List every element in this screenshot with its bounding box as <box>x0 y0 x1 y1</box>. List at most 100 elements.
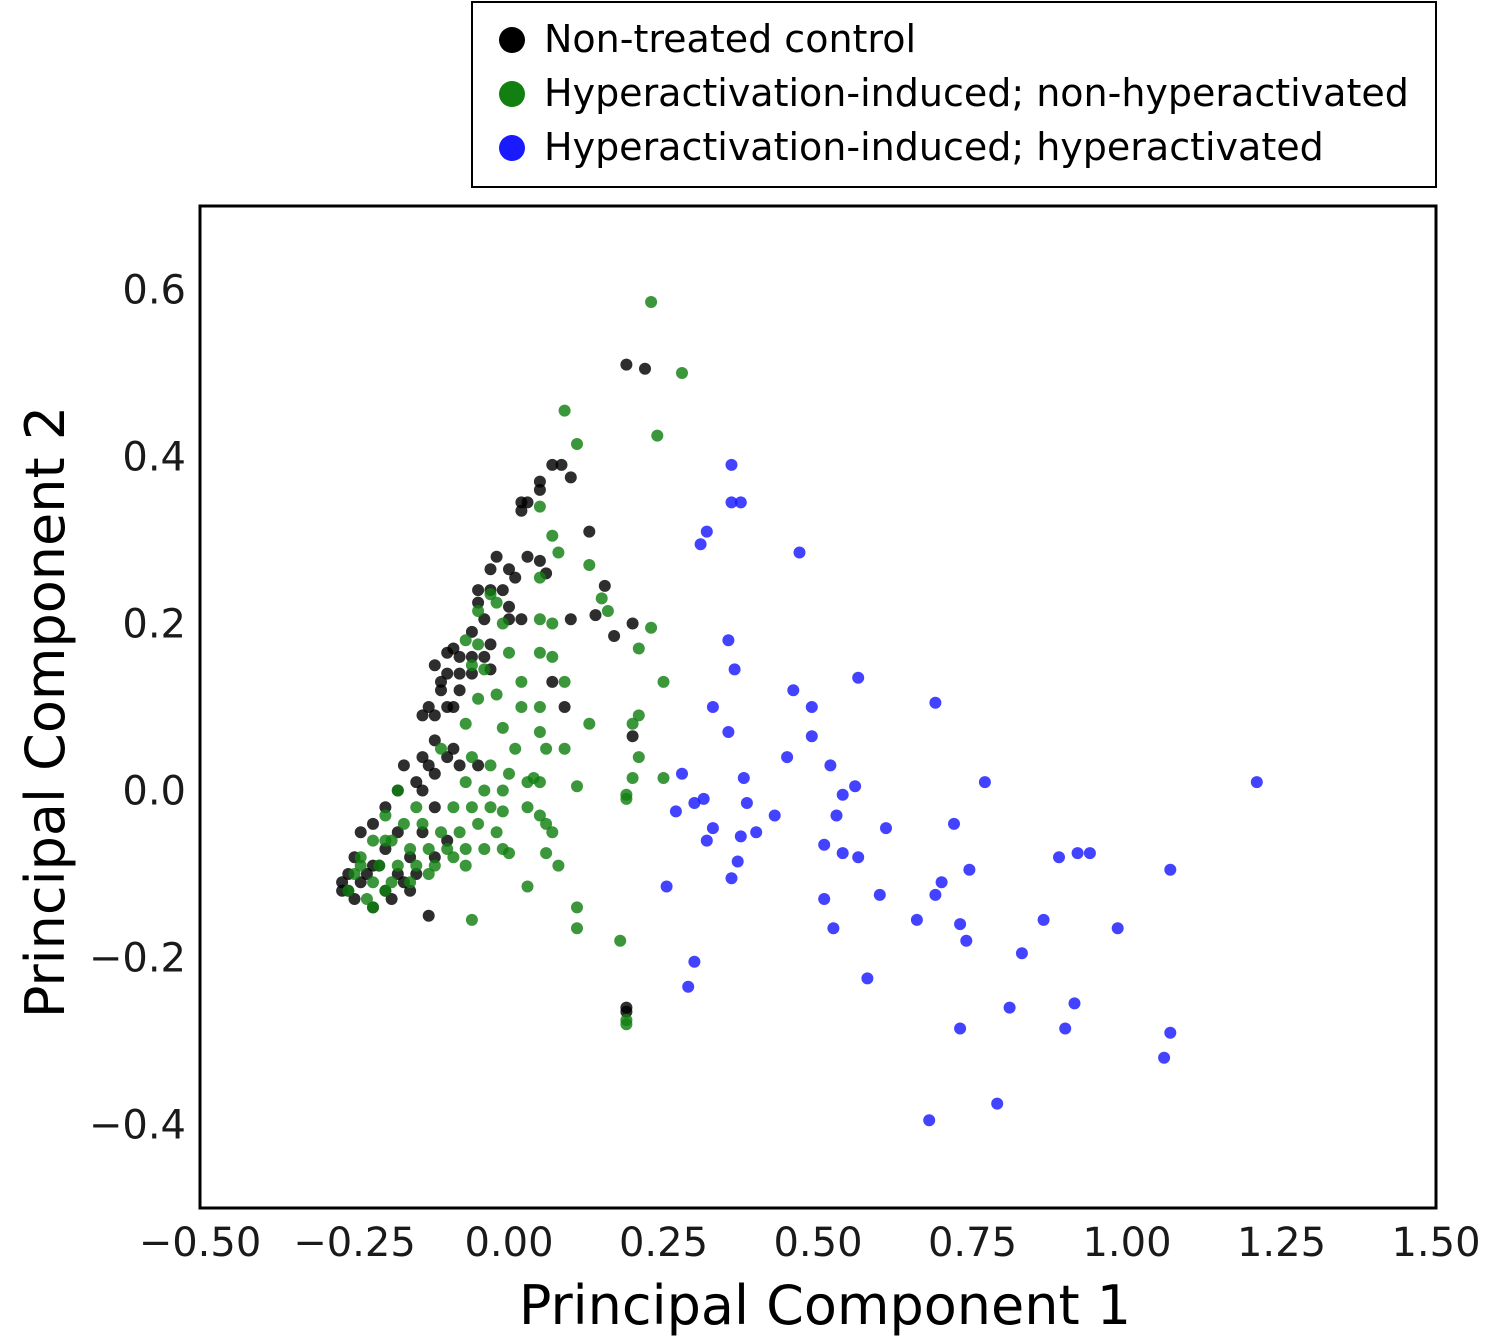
data-point <box>465 650 478 663</box>
data-point <box>836 847 849 860</box>
data-point <box>503 847 515 860</box>
data-point <box>626 617 639 630</box>
data-point <box>465 659 478 672</box>
data-point <box>453 684 466 697</box>
data-point <box>546 675 559 688</box>
data-point <box>571 780 583 793</box>
x-tick-label: −0.25 <box>293 1220 416 1266</box>
data-point <box>503 767 515 780</box>
legend-marker-hyperactivated <box>499 135 525 161</box>
legend-label-non-hyperactivated: Hyperactivation-induced; non-hyperactiva… <box>544 71 1409 115</box>
data-point <box>441 751 454 764</box>
data-point <box>595 592 608 605</box>
data-point <box>422 701 435 713</box>
data-point <box>478 650 491 663</box>
data-point <box>852 671 865 684</box>
data-point <box>734 830 747 843</box>
data-point <box>700 834 713 847</box>
data-point <box>546 650 559 663</box>
data-point <box>1164 863 1177 876</box>
data-point <box>954 1022 967 1035</box>
data-point <box>441 834 454 847</box>
data-point <box>737 772 750 784</box>
data-point <box>509 742 522 755</box>
data-point <box>472 692 485 705</box>
data-point <box>626 717 639 730</box>
y-axis-title: Principal Component 2 <box>14 406 77 1018</box>
legend-marker-non-treated <box>499 27 525 53</box>
data-point <box>484 588 497 601</box>
data-point <box>1164 1026 1177 1039</box>
data-point <box>521 776 534 789</box>
data-point <box>558 742 571 755</box>
data-point <box>583 525 596 538</box>
data-point <box>428 709 441 722</box>
data-point <box>824 759 837 772</box>
data-point <box>533 500 546 513</box>
data-point <box>540 742 553 755</box>
data-point <box>441 843 454 855</box>
y-tick-label: 0.4 <box>122 435 186 481</box>
data-point <box>651 429 664 442</box>
data-point <box>410 868 423 880</box>
data-point <box>410 801 423 814</box>
data-point <box>533 571 546 584</box>
x-tick-label: −0.50 <box>139 1220 262 1266</box>
series-2 <box>660 458 1263 1127</box>
data-point <box>422 759 435 772</box>
data-point <box>805 730 818 743</box>
x-tick-label: 0.75 <box>928 1220 1017 1266</box>
data-point <box>533 726 546 738</box>
x-tick-label: 1.50 <box>1391 1220 1480 1266</box>
data-point <box>447 801 460 814</box>
data-point <box>416 751 429 764</box>
series-1 <box>342 296 688 1031</box>
data-point <box>490 826 503 839</box>
data-point <box>490 550 503 563</box>
data-point <box>725 496 738 509</box>
data-point <box>787 684 800 697</box>
data-point <box>614 934 627 947</box>
data-point <box>404 884 417 897</box>
data-point <box>410 776 423 789</box>
data-point <box>453 650 466 663</box>
data-point <box>354 826 367 839</box>
data-point <box>1083 847 1096 860</box>
legend-marker-non-hyperactivated <box>499 81 525 107</box>
data-point <box>410 859 423 872</box>
data-point <box>509 571 522 584</box>
data-point <box>728 663 741 676</box>
data-point <box>827 922 840 935</box>
data-point <box>750 826 763 839</box>
data-point <box>991 1097 1004 1110</box>
data-point <box>503 600 515 613</box>
data-point <box>657 772 670 784</box>
data-point <box>379 843 392 855</box>
data-point <box>391 826 404 839</box>
data-point <box>459 859 472 872</box>
data-point <box>472 817 485 830</box>
data-point <box>416 784 429 797</box>
data-point <box>533 776 546 789</box>
data-point <box>1250 776 1263 789</box>
data-point <box>435 675 447 688</box>
data-point <box>367 834 379 847</box>
data-point <box>1059 1022 1072 1035</box>
data-point <box>768 809 781 822</box>
data-point <box>571 922 583 935</box>
data-point <box>367 817 379 830</box>
data-point <box>484 759 497 772</box>
data-point <box>978 776 991 789</box>
data-point <box>478 784 491 797</box>
data-point <box>725 458 738 471</box>
plot-frame <box>198 204 1438 1210</box>
data-point <box>1158 1051 1171 1064</box>
data-point <box>428 859 441 872</box>
x-tick-label: 1.00 <box>1082 1220 1171 1266</box>
data-point <box>731 855 744 868</box>
data-point <box>620 792 633 805</box>
data-point <box>521 880 534 893</box>
data-point <box>385 876 398 889</box>
data-point <box>478 613 491 626</box>
data-point <box>459 843 472 855</box>
